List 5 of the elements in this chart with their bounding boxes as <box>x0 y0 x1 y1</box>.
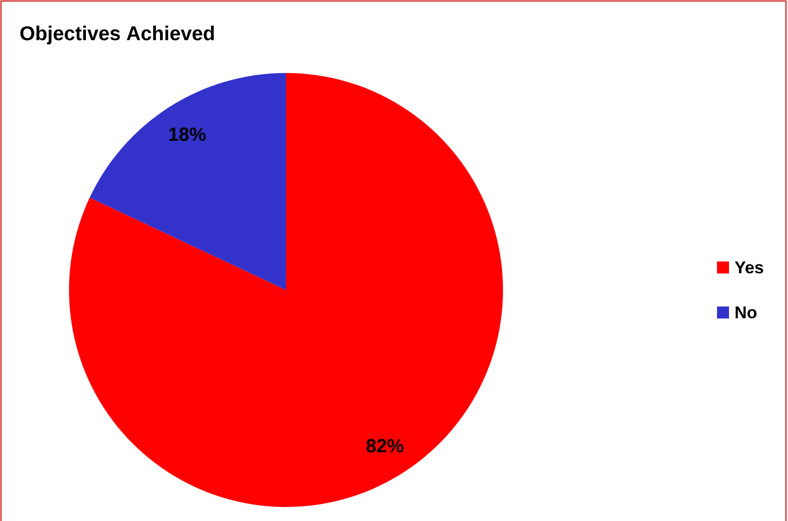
legend-label: No <box>736 306 757 318</box>
data-label: 82% <box>366 438 404 452</box>
legend-label: Yes <box>734 261 764 274</box>
data-label: 18% <box>169 127 206 141</box>
chart-title: Objectives Achieved <box>20 25 214 44</box>
